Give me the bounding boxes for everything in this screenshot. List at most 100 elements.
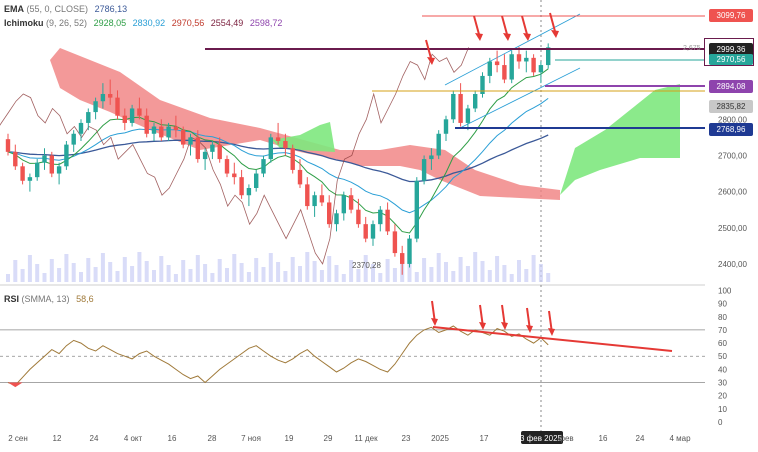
volume-bar bbox=[254, 258, 259, 282]
rsi-oversold-fill bbox=[8, 382, 23, 388]
x-tick-label: 29 bbox=[324, 434, 333, 443]
volume-bar bbox=[378, 273, 383, 282]
x-tick-label: 17 bbox=[480, 434, 489, 443]
volume-bar bbox=[312, 261, 317, 282]
ichimoku-value-chikou: 2970,56 bbox=[171, 18, 205, 28]
volume-bar bbox=[217, 259, 222, 282]
volume-bar bbox=[517, 260, 521, 282]
candle-body bbox=[108, 94, 113, 98]
price-badge-frame bbox=[704, 38, 754, 66]
candle-body bbox=[86, 112, 91, 123]
x-tick-label: 16 bbox=[168, 434, 177, 443]
x-tick-label: 24 bbox=[636, 434, 645, 443]
candle-body bbox=[122, 115, 127, 123]
low-price-annotation: 2370,28 bbox=[352, 261, 381, 270]
kijun-line bbox=[7, 97, 549, 214]
candle-body bbox=[451, 94, 456, 120]
volume-bar bbox=[203, 264, 208, 282]
candle-body bbox=[129, 108, 135, 123]
volume-bar bbox=[210, 273, 215, 282]
volume-bar bbox=[495, 256, 500, 282]
volume-bar bbox=[108, 262, 113, 282]
volume-bar bbox=[422, 258, 427, 282]
x-tick-label: 7 ноя bbox=[241, 434, 261, 443]
volume-bar bbox=[451, 271, 456, 282]
candle-body bbox=[429, 155, 434, 160]
rsi-trendline bbox=[432, 326, 673, 352]
candle-body bbox=[246, 188, 252, 196]
volume-bar bbox=[173, 274, 178, 282]
volume-bar bbox=[429, 267, 434, 282]
x-tick-label: 2 сен bbox=[8, 434, 28, 443]
volume-bar bbox=[122, 257, 127, 282]
rsi-arrow-head bbox=[479, 322, 486, 330]
rsi-tick-label: 30 bbox=[718, 379, 727, 388]
candle-body bbox=[13, 151, 18, 167]
annotation-arrow-head bbox=[503, 33, 511, 41]
candle-body bbox=[436, 133, 441, 156]
volume-bar bbox=[319, 270, 324, 282]
cloud-bullish-small bbox=[272, 122, 335, 152]
candle-body bbox=[268, 137, 273, 160]
ichimoku-legend[interactable]: Ichimoku (9, 26, 52) 2928,05 2830,92 297… bbox=[4, 18, 282, 28]
ichimoku-value-tenkan: 2928,05 bbox=[93, 18, 127, 28]
volume-bar bbox=[276, 262, 281, 282]
volume-bar bbox=[20, 269, 25, 282]
x-tick-label: фев bbox=[558, 434, 573, 443]
candle-body bbox=[327, 202, 332, 225]
price-badge-level-purple: 2894,08 bbox=[709, 80, 753, 93]
candle-body bbox=[56, 166, 62, 174]
chikou-line bbox=[0, 47, 469, 265]
ichimoku-value-span-b: 2598,72 bbox=[249, 18, 283, 28]
candle-body bbox=[195, 137, 200, 160]
candle-body bbox=[93, 101, 98, 113]
annotation-arrow-head bbox=[475, 33, 483, 41]
candle-body bbox=[480, 75, 485, 94]
candle-body bbox=[385, 209, 390, 232]
candle-body bbox=[312, 195, 317, 207]
x-tick-label: 19 bbox=[285, 434, 294, 443]
volume-bar bbox=[538, 264, 543, 282]
volume-bar bbox=[42, 273, 47, 282]
rsi-legend[interactable]: RSI (SMMA, 13) 58,6 bbox=[4, 294, 94, 304]
candle-body bbox=[224, 159, 230, 174]
candle-body bbox=[71, 133, 76, 145]
rsi-arrow-head bbox=[526, 325, 533, 333]
volume-bar bbox=[385, 259, 390, 282]
ema-legend-value: 2786,13 bbox=[94, 4, 128, 14]
volume-bar bbox=[444, 262, 448, 282]
candle-body bbox=[173, 126, 179, 131]
ichimoku-legend-name: Ichimoku bbox=[4, 18, 44, 28]
price-tick-label: 2700,00 bbox=[718, 151, 747, 160]
candle-body bbox=[356, 209, 361, 225]
candle-body bbox=[421, 159, 427, 181]
x-tick-label: 12 bbox=[53, 434, 62, 443]
ema-legend-params: (55, 0, CLOSE) bbox=[26, 4, 89, 14]
volume-bar bbox=[225, 268, 229, 282]
volume-bar bbox=[181, 260, 186, 282]
volume-bar bbox=[137, 252, 142, 282]
ema-line bbox=[7, 134, 549, 183]
volume-bar bbox=[86, 258, 91, 282]
ema-legend[interactable]: EMA (55, 0, CLOSE) 2786,13 bbox=[4, 4, 127, 14]
ichimoku-value-kijun: 2830,92 bbox=[132, 18, 166, 28]
candle-body bbox=[78, 122, 84, 134]
rsi-legend-name: RSI bbox=[4, 294, 20, 304]
candle-body bbox=[202, 151, 208, 160]
cloud-bearish bbox=[50, 48, 560, 200]
price-badge-support: 2768,96 bbox=[709, 123, 753, 136]
volume-bar bbox=[49, 259, 54, 282]
volume-bar bbox=[188, 269, 193, 282]
volume-bar bbox=[261, 267, 266, 282]
candle-body bbox=[341, 195, 346, 214]
candle-body bbox=[319, 195, 325, 203]
volume-bar bbox=[13, 260, 18, 282]
candle-body bbox=[516, 54, 522, 62]
x-tick-label: 23 bbox=[402, 434, 411, 443]
candle-body bbox=[458, 94, 463, 123]
candle-body bbox=[487, 61, 492, 76]
price-badge-current: 2999,36 bbox=[709, 43, 753, 56]
volume-bar bbox=[27, 255, 32, 282]
